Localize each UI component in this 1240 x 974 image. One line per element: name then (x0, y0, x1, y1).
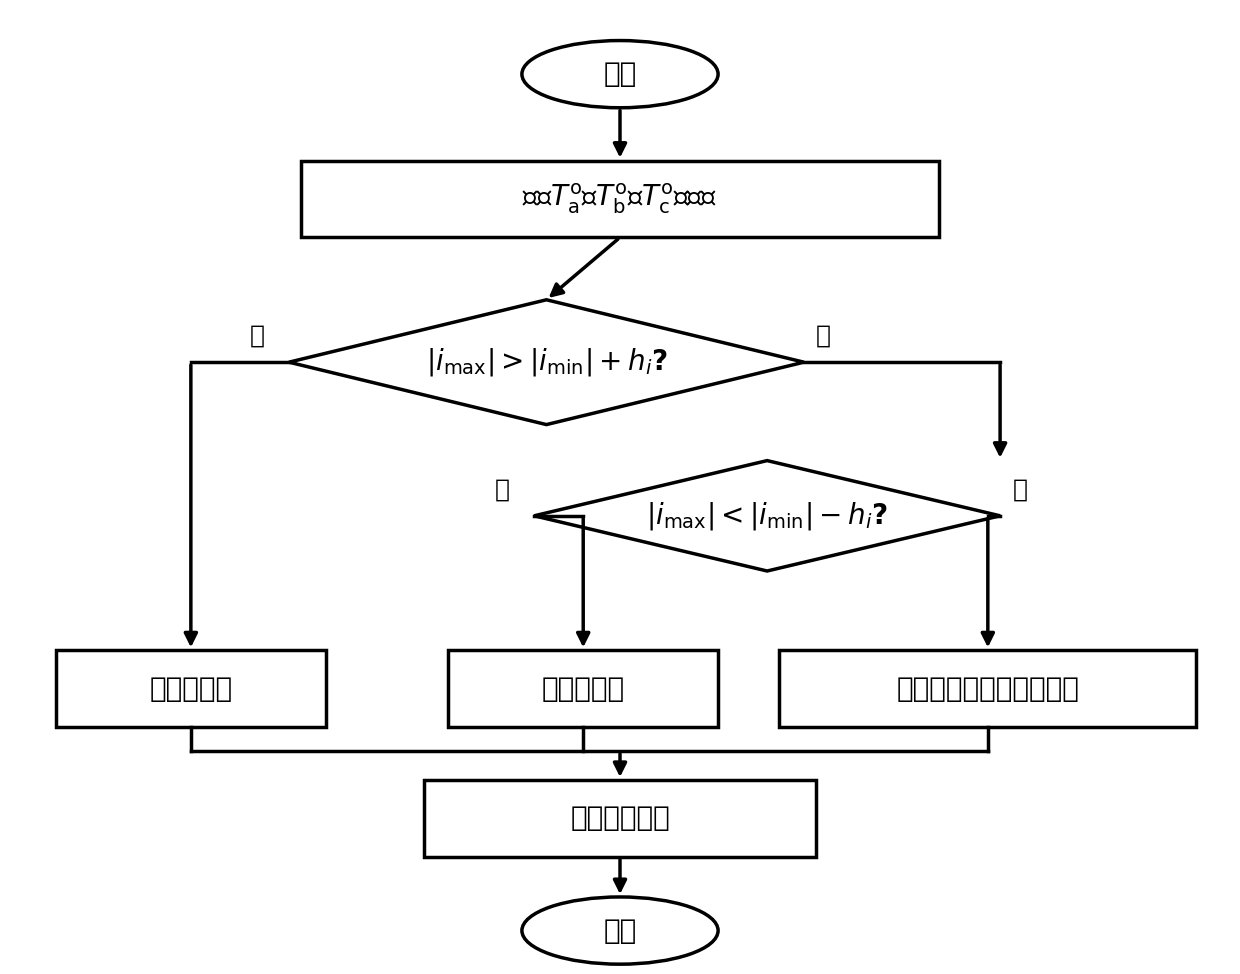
Text: 计算$\mathit{T}_{\mathrm{a}}^{\mathrm{o}}$、$\mathit{T}_{\mathrm{b}}^{\mathrm{o}}$、: 计算$\mathit{T}_{\mathrm{a}}^{\mathrm{o}}$… (522, 182, 718, 216)
Text: 开始: 开始 (604, 60, 636, 89)
Text: 否: 否 (1012, 477, 1028, 502)
Text: 结束: 结束 (604, 917, 636, 945)
Text: 箱位方式与前一周期相同: 箱位方式与前一周期相同 (897, 675, 1079, 702)
Text: 计算优化特解: 计算优化特解 (570, 805, 670, 832)
Ellipse shape (522, 41, 718, 108)
Bar (424, 780, 816, 857)
Bar (780, 651, 1197, 727)
Text: $|\mathit{i}_{\max}|>|\mathit{i}_{\min}|+\mathit{h}_{i}$?: $|\mathit{i}_{\max}|>|\mathit{i}_{\min}|… (425, 346, 667, 378)
Polygon shape (534, 461, 1001, 571)
Text: 下母线箱位: 下母线箱位 (149, 675, 232, 702)
Text: 是: 是 (495, 477, 510, 502)
Text: 上母线箱位: 上母线箱位 (542, 675, 625, 702)
Bar (301, 161, 939, 238)
Bar (56, 651, 326, 727)
Text: 是: 是 (249, 323, 264, 348)
Ellipse shape (522, 897, 718, 964)
Text: 否: 否 (816, 323, 831, 348)
Bar (449, 651, 718, 727)
Polygon shape (289, 300, 804, 425)
Text: $|\mathit{i}_{\max}|<|\mathit{i}_{\min}|-\mathit{h}_{i}$?: $|\mathit{i}_{\max}|<|\mathit{i}_{\min}|… (646, 500, 888, 532)
